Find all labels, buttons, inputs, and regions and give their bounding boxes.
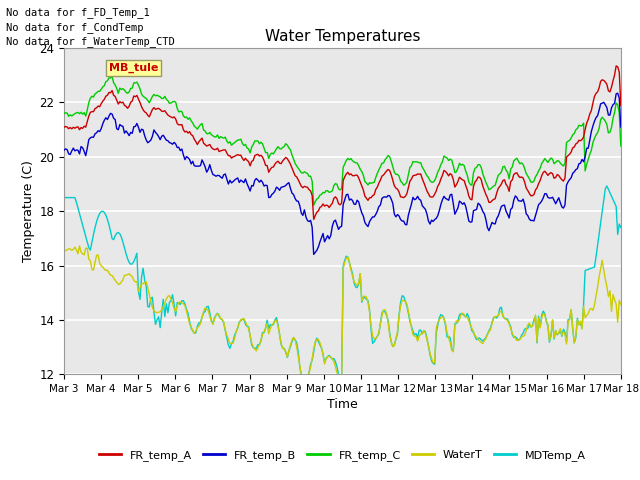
Text: MB_tule: MB_tule <box>109 63 158 73</box>
X-axis label: Time: Time <box>327 398 358 411</box>
Title: Water Temperatures: Water Temperatures <box>265 29 420 44</box>
Legend: FR_temp_A, FR_temp_B, FR_temp_C, WaterT, MDTemp_A: FR_temp_A, FR_temp_B, FR_temp_C, WaterT,… <box>94 445 591 465</box>
Text: No data for f_FD_Temp_1: No data for f_FD_Temp_1 <box>6 7 150 18</box>
Y-axis label: Temperature (C): Temperature (C) <box>22 160 35 262</box>
Text: No data for f_WaterTemp_CTD: No data for f_WaterTemp_CTD <box>6 36 175 47</box>
Text: No data for f_CondTemp: No data for f_CondTemp <box>6 22 144 33</box>
